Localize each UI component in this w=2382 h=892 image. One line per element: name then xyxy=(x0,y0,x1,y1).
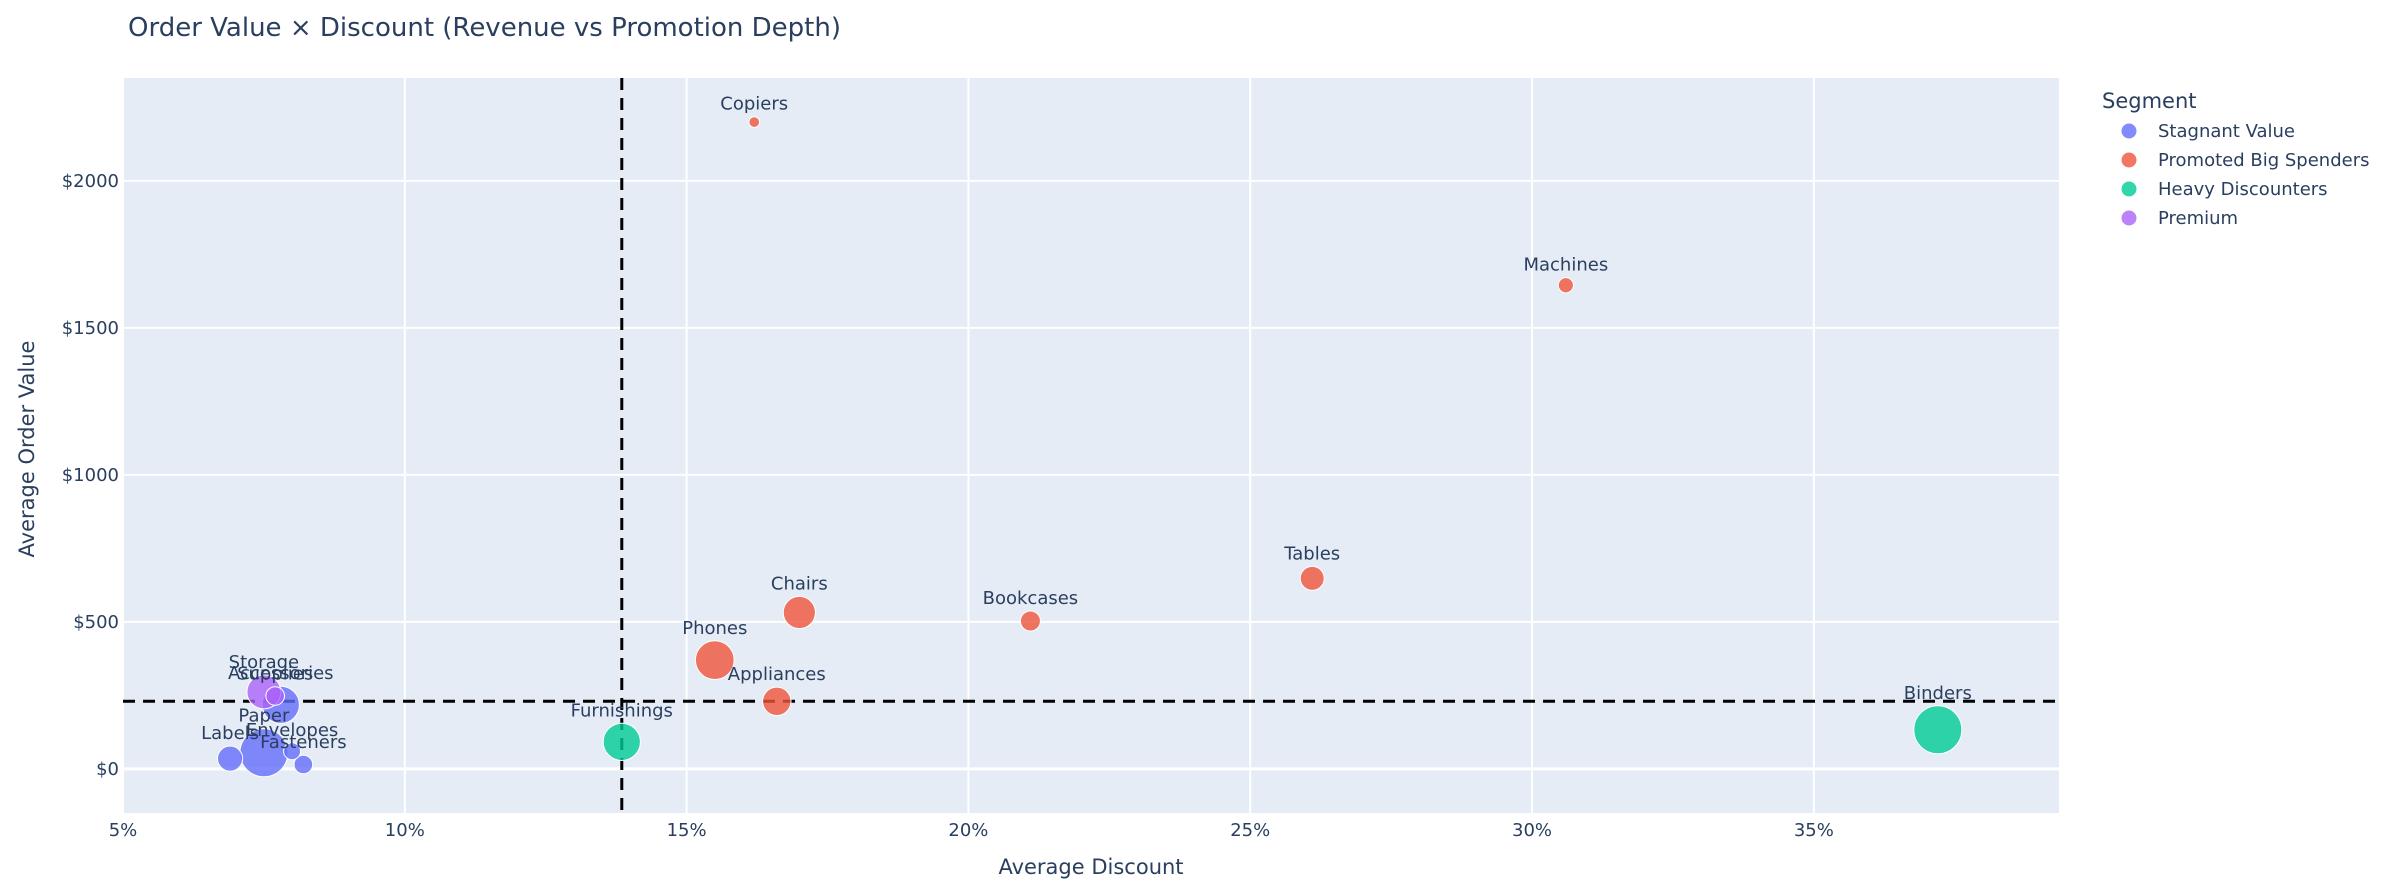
legend-item: Heavy Discounters xyxy=(2158,179,2328,200)
legend-marker xyxy=(2121,210,2137,226)
x-tick-label: 5% xyxy=(109,820,138,841)
y-tick-label: $1500 xyxy=(62,318,119,339)
legend-item: Stagnant Value xyxy=(2158,121,2295,142)
data-point xyxy=(694,640,735,680)
point-label: Tables xyxy=(1283,543,1340,564)
x-tick-label: 15% xyxy=(667,820,707,841)
x-tick-label: 10% xyxy=(385,820,425,841)
point-label: Bookcases xyxy=(983,588,1079,609)
x-tick-label: 30% xyxy=(1512,820,1552,841)
legend-marker xyxy=(2121,181,2137,197)
legend-item: Promoted Big Spenders xyxy=(2158,150,2370,171)
x-tick-label: 25% xyxy=(1230,820,1270,841)
y-tick-label: $2000 xyxy=(62,171,119,192)
point-label: Labels xyxy=(201,723,259,744)
data-point xyxy=(1019,610,1041,632)
point-label: Furnishings xyxy=(571,700,673,721)
y-axis-ticks: $0 $500 $1000 $1500 $2000 xyxy=(62,171,119,780)
point-label: Supplies xyxy=(237,664,313,685)
x-tick-label: 35% xyxy=(1794,820,1834,841)
data-point xyxy=(782,595,816,630)
y-axis-title: Average Order Value xyxy=(15,341,39,558)
point-label: Fasteners xyxy=(260,732,347,753)
chart-title: Order Value × Discount (Revenue vs Promo… xyxy=(128,13,841,43)
data-point xyxy=(748,116,761,128)
point-label: Accessories xyxy=(228,663,334,684)
point-label: Paper xyxy=(238,706,290,727)
legend-item: Premium xyxy=(2158,208,2238,229)
point-label: Copiers xyxy=(720,94,788,115)
y-tick-label: $500 xyxy=(73,612,119,633)
point-labels: Binders Paper Phones Furnishings Accessories… xyxy=(201,94,1972,753)
data-point xyxy=(293,754,314,775)
plot-area xyxy=(123,78,2059,813)
y-tick-label: $0 xyxy=(96,759,119,780)
data-points xyxy=(217,116,1963,778)
reference-lines xyxy=(123,78,2059,813)
point-label: Machines xyxy=(1523,255,1608,276)
legend: Segment Stagnant Value Promoted Big Spend… xyxy=(2102,89,2370,229)
x-axis-title: Average Discount xyxy=(998,855,1183,879)
point-label: Phones xyxy=(682,618,747,639)
point-label: Binders xyxy=(1904,683,1972,704)
point-label: Envelopes xyxy=(246,720,338,741)
point-label: Appliances xyxy=(728,664,826,685)
legend-marker xyxy=(2121,152,2137,168)
y-tick-label: $1000 xyxy=(62,465,119,486)
point-label: Chairs xyxy=(771,573,828,594)
point-label: Storage xyxy=(229,652,299,673)
x-axis-ticks: 5% 10% 15% 20% 25% 30% 35% xyxy=(109,820,1834,841)
data-point xyxy=(602,722,641,761)
gridlines xyxy=(122,78,2059,813)
legend-marker xyxy=(2121,123,2137,139)
legend-title: Segment xyxy=(2102,89,2197,113)
data-point xyxy=(1299,565,1325,591)
data-point xyxy=(217,745,244,772)
data-point xyxy=(1557,277,1574,294)
x-tick-label: 20% xyxy=(948,820,988,841)
data-point xyxy=(762,686,792,716)
data-point xyxy=(283,742,302,761)
data-point xyxy=(265,686,285,706)
data-point xyxy=(1913,705,1963,755)
